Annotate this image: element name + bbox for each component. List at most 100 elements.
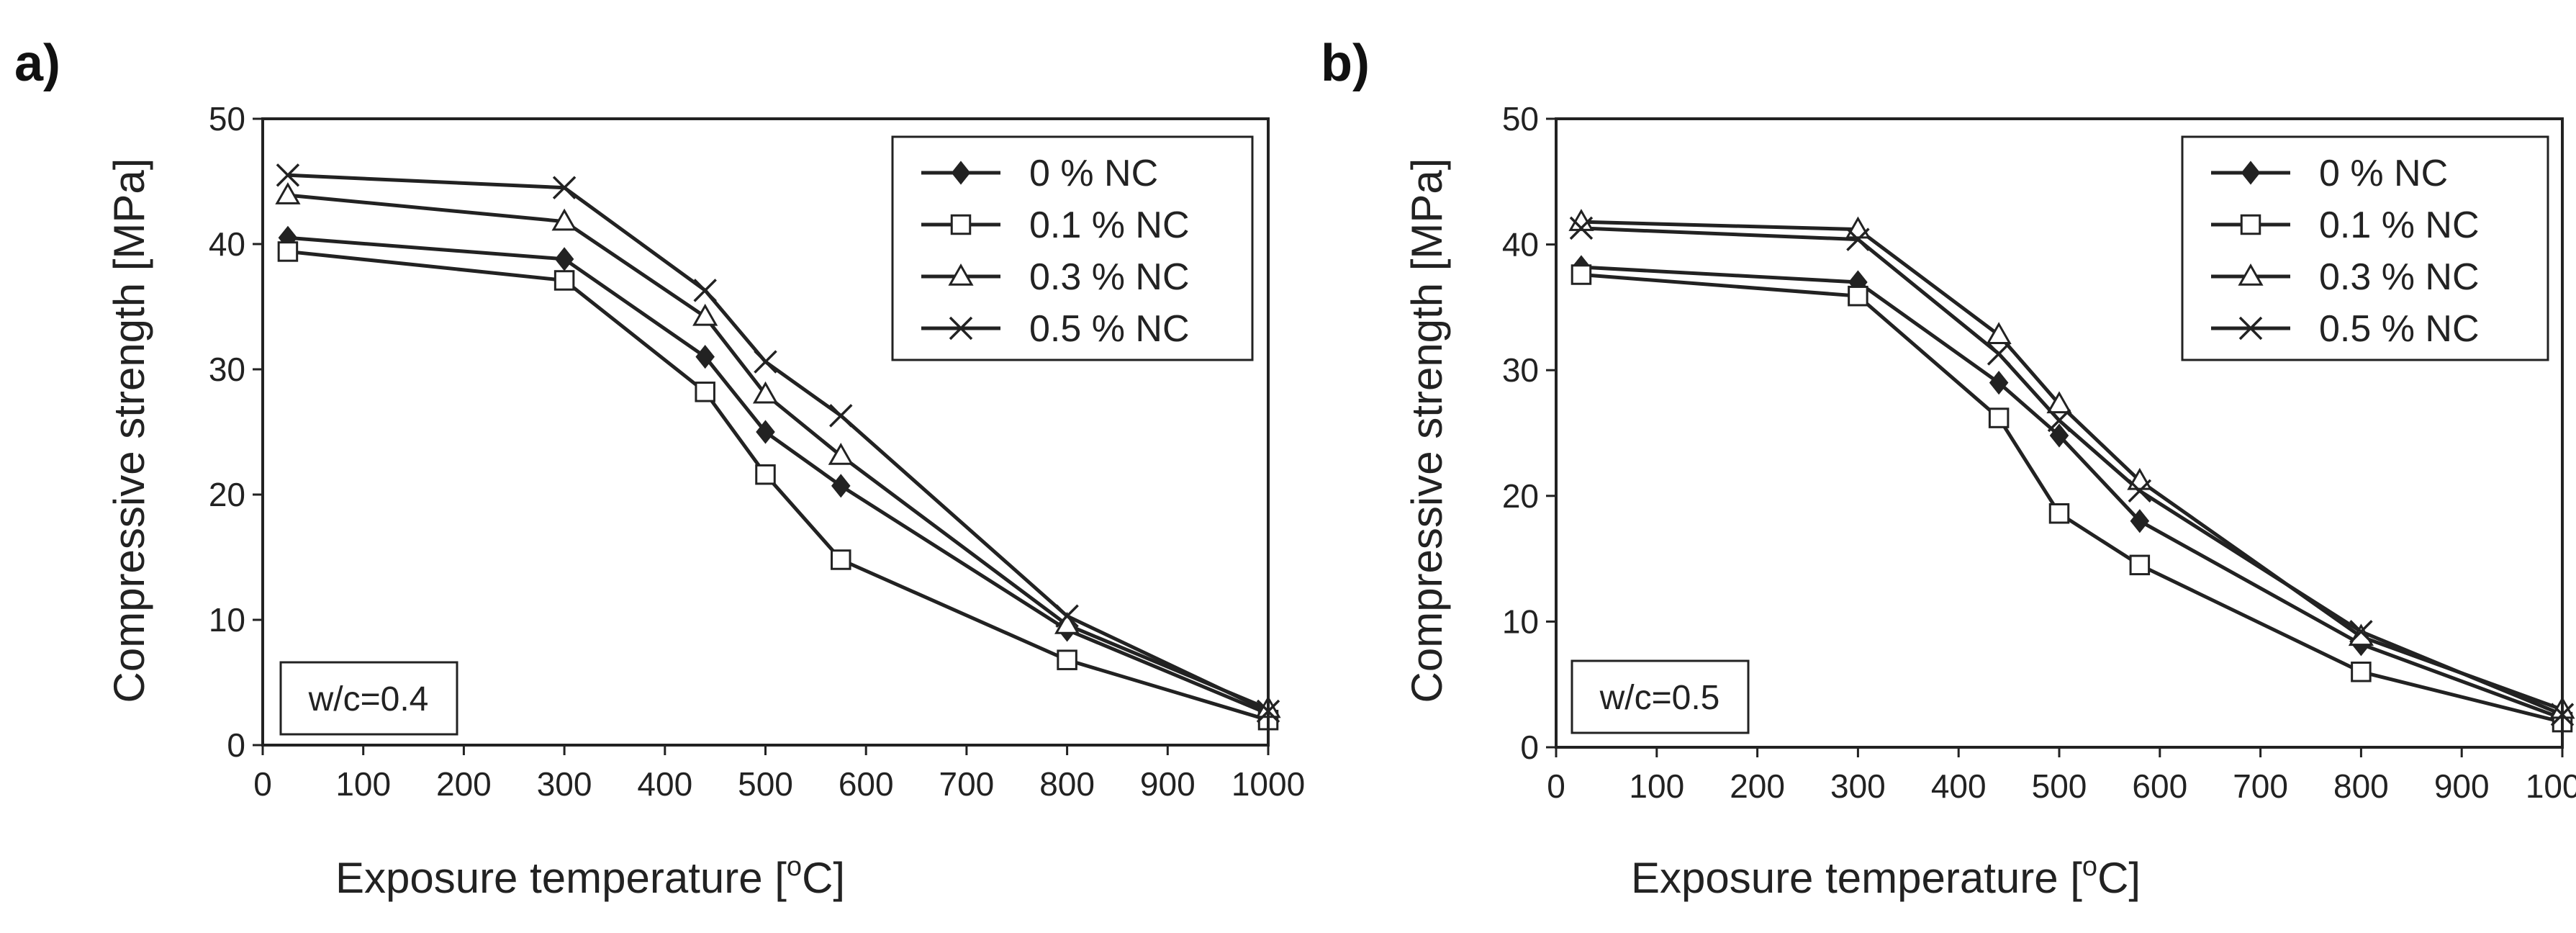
x-axis-label: Exposure temperature [oC] bbox=[335, 852, 845, 902]
data-point-triangle bbox=[1054, 611, 1080, 634]
y-axis-label: Compressive strength [MPa] bbox=[1403, 158, 1451, 703]
data-point-triangle bbox=[2046, 391, 2072, 414]
data-point-cross bbox=[276, 163, 300, 187]
x-tick-label: 0 bbox=[1547, 767, 1565, 805]
data-point-triangle bbox=[275, 182, 301, 204]
data-point-cross bbox=[2238, 316, 2263, 341]
y-tick-label: 20 bbox=[1502, 477, 1539, 515]
condition-note: w/c=0.5 bbox=[1571, 659, 1750, 734]
data-point-triangle bbox=[752, 381, 779, 404]
cross-stroke bbox=[1569, 216, 1594, 240]
y-tick-label: 10 bbox=[1502, 603, 1539, 640]
condition-note-box bbox=[279, 661, 458, 736]
y-tick-label: 20 bbox=[209, 476, 245, 513]
legend-label: 0 % NC bbox=[2319, 153, 2448, 194]
cross-stroke bbox=[552, 176, 577, 199]
condition-note-box bbox=[1571, 659, 1750, 734]
x-tick-label: 900 bbox=[2434, 767, 2490, 805]
x-tick-label: 500 bbox=[738, 765, 793, 803]
panel-label-b: b) bbox=[1321, 35, 1370, 92]
data-point-square bbox=[2240, 214, 2261, 235]
x-tick-label: 1000 bbox=[2526, 767, 2576, 805]
data-point-square bbox=[2048, 502, 2070, 524]
data-point-square bbox=[2129, 554, 2151, 576]
x-tick-label: 700 bbox=[2233, 767, 2288, 805]
data-point-square bbox=[277, 241, 299, 262]
data-point-triangle bbox=[828, 443, 854, 465]
y-axis-ticks: 0 10 20 30 40 50 bbox=[209, 100, 263, 764]
cross-stroke bbox=[693, 279, 717, 302]
legend: 0 % NC 0.1 % NC 0.3 % NC 0.5 % NC bbox=[891, 135, 1254, 361]
data-point-diamond bbox=[756, 420, 775, 444]
condition-note-text: w/c=0.5 bbox=[1599, 679, 1720, 717]
x-tick-label: 100 bbox=[1629, 767, 1684, 805]
plot-frame bbox=[1555, 117, 2564, 749]
data-point-cross bbox=[754, 350, 777, 374]
data-point-cross bbox=[1055, 604, 1079, 628]
plot-frame bbox=[261, 117, 1270, 747]
y-tick-label: 50 bbox=[1502, 100, 1539, 138]
legend-label: 0.3 % NC bbox=[2319, 256, 2480, 298]
y-tick-label: 30 bbox=[1502, 351, 1539, 389]
y-tick-label: 0 bbox=[1520, 729, 1539, 766]
data-point-cross bbox=[1569, 216, 1594, 240]
legend-entries: 0 % NC 0.1 % NC 0.3 % NC 0.5 % NC bbox=[921, 153, 1190, 350]
data-point-cross bbox=[2349, 620, 2373, 644]
x-tick-label: 300 bbox=[1830, 767, 1886, 805]
data-point-triangle bbox=[1568, 209, 1594, 231]
data-point-square bbox=[755, 464, 776, 485]
cross-stroke bbox=[2349, 620, 2373, 644]
condition-note: w/c=0.4 bbox=[279, 661, 458, 736]
y-tick-label: 40 bbox=[209, 225, 245, 263]
cross-stroke bbox=[2238, 316, 2263, 341]
data-point-square bbox=[1571, 264, 1592, 285]
x-tick-label: 900 bbox=[1140, 765, 1196, 803]
x-tick-label: 400 bbox=[637, 765, 692, 803]
data-point-diamond bbox=[554, 247, 574, 271]
data-point-cross bbox=[829, 404, 853, 428]
chart-panel-a: a) 0 10 20 30 40 50 0 100 200 300 400 500 600 700 800… bbox=[14, 35, 1305, 902]
x-tick-label: 100 bbox=[335, 765, 391, 803]
data-point-square bbox=[831, 549, 851, 570]
legend-label: 0.5 % NC bbox=[1029, 308, 1190, 350]
data-point-square bbox=[1057, 649, 1077, 670]
y-tick-label: 30 bbox=[209, 351, 245, 388]
cross-stroke bbox=[2128, 479, 2152, 503]
x-axis-ticks: 0 100 200 300 400 500 600 700 800 900 1000 bbox=[253, 745, 1305, 803]
x-tick-label: 700 bbox=[939, 765, 995, 803]
data-point-cross bbox=[552, 176, 577, 199]
data-point-diamond bbox=[2049, 423, 2069, 448]
y-tick-label: 0 bbox=[227, 726, 245, 764]
data-point-diamond bbox=[2241, 161, 2261, 185]
legend-entries: 0 % NC 0.1 % NC 0.3 % NC 0.5 % NC bbox=[2211, 153, 2480, 350]
y-axis-label: Compressive strength [MPa] bbox=[105, 158, 153, 703]
data-point-square bbox=[695, 382, 715, 402]
cross-stroke bbox=[1987, 342, 2011, 366]
legend: 0 % NC 0.1 % NC 0.3 % NC 0.5 % NC bbox=[2181, 135, 2549, 361]
x-tick-label: 200 bbox=[436, 765, 492, 803]
legend-label: 0.5 % NC bbox=[2319, 308, 2480, 350]
x-tick-label: 200 bbox=[1730, 767, 1785, 805]
data-point-cross bbox=[693, 279, 717, 302]
cross-stroke bbox=[829, 404, 853, 428]
data-point-square bbox=[553, 270, 575, 291]
data-point-diamond bbox=[951, 161, 971, 185]
cross-stroke bbox=[949, 316, 973, 341]
y-tick-label: 50 bbox=[209, 100, 245, 138]
data-point-triangle bbox=[948, 263, 974, 286]
data-point-square bbox=[1848, 285, 1868, 307]
x-tick-label: 500 bbox=[2032, 767, 2087, 805]
data-point-diamond bbox=[695, 344, 715, 369]
legend-label: 0.1 % NC bbox=[1029, 204, 1190, 246]
panel-label-a: a) bbox=[14, 35, 60, 92]
legend-label: 0.3 % NC bbox=[1029, 256, 1190, 298]
data-point-cross bbox=[949, 316, 973, 341]
y-tick-label: 40 bbox=[1502, 226, 1539, 263]
x-tick-label: 1000 bbox=[1231, 765, 1305, 803]
cross-stroke bbox=[276, 163, 300, 187]
data-point-square bbox=[950, 214, 972, 235]
y-axis-ticks: 0 10 20 30 40 50 bbox=[1502, 100, 1556, 766]
x-tick-label: 800 bbox=[1039, 765, 1095, 803]
data-point-square bbox=[2351, 661, 2372, 682]
